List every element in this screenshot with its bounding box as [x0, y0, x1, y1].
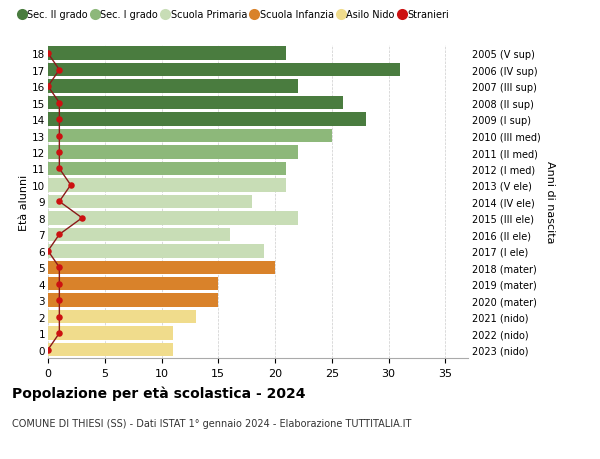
Point [55, 67, 64, 74]
Point [55, 297, 64, 304]
Bar [48, 245, 263, 258]
Bar [48, 129, 332, 143]
Bar [48, 97, 343, 110]
Bar [48, 277, 218, 291]
Bar [48, 228, 230, 241]
Point [55, 330, 64, 337]
Y-axis label: Anni di nascita: Anni di nascita [545, 161, 555, 243]
Bar [48, 327, 173, 340]
Point [55, 116, 64, 123]
Point [55, 280, 64, 288]
Point [55, 264, 64, 271]
Bar [48, 113, 366, 127]
Point [55, 198, 64, 206]
Point [55, 165, 64, 173]
Bar [48, 195, 253, 209]
Bar [48, 212, 298, 225]
Bar [48, 179, 286, 192]
Point [55, 313, 64, 321]
Point [43, 247, 53, 255]
Y-axis label: Età alunni: Età alunni [19, 174, 29, 230]
Point [55, 231, 64, 239]
Point [66, 182, 76, 189]
Legend: Sec. II grado, Sec. I grado, Scuola Primaria, Scuola Infanzia, Asilo Nido, Stran: Sec. II grado, Sec. I grado, Scuola Prim… [19, 10, 449, 20]
Point [55, 133, 64, 140]
Point [43, 83, 53, 90]
Bar [48, 146, 298, 159]
Bar [48, 162, 286, 176]
Bar [48, 294, 218, 307]
Bar [48, 80, 298, 94]
Bar [48, 343, 173, 357]
Bar [48, 47, 286, 61]
Point [43, 50, 53, 58]
Bar [48, 64, 400, 77]
Bar [48, 310, 196, 324]
Point [55, 149, 64, 157]
Point [55, 100, 64, 107]
Text: Popolazione per età scolastica - 2024: Popolazione per età scolastica - 2024 [12, 386, 305, 400]
Bar [48, 261, 275, 274]
Point [77, 215, 87, 222]
Point [43, 346, 53, 353]
Text: COMUNE DI THIESI (SS) - Dati ISTAT 1° gennaio 2024 - Elaborazione TUTTITALIA.IT: COMUNE DI THIESI (SS) - Dati ISTAT 1° ge… [12, 418, 412, 428]
